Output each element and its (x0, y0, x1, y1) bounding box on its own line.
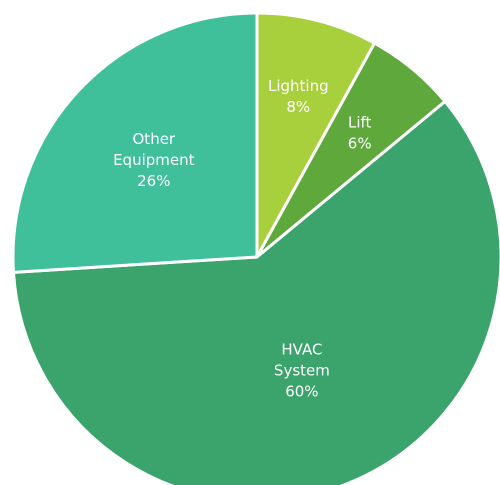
slice-name: HVAC (281, 340, 322, 358)
pie-slice-other-equipment (11, 11, 259, 274)
pie-slice-hvac-system (11, 99, 500, 485)
pie-slices (11, 11, 500, 485)
pie-labels: Lighting 8% Lift 6% HVAC System 60% Other Equipm… (113, 77, 372, 401)
slice-label-lighting: Lighting 8% (268, 77, 329, 116)
slice-label-hvac-system: HVAC System 60% (274, 340, 330, 400)
pie-slice-lighting (255, 11, 377, 259)
slice-percent: 26% (137, 172, 170, 190)
slice-label-lift: Lift 6% (348, 113, 372, 152)
slice-label-other-equipment: Other Equipment 26% (113, 130, 195, 190)
slice-name: Lighting (268, 77, 329, 95)
slice-name: Other (133, 130, 176, 148)
slice-name: Lift (348, 113, 372, 131)
slice-name: System (274, 361, 330, 379)
slice-name: Equipment (113, 151, 195, 169)
slice-percent: 60% (285, 382, 318, 400)
slice-percent: 6% (348, 134, 372, 152)
slice-percent: 8% (286, 98, 310, 116)
